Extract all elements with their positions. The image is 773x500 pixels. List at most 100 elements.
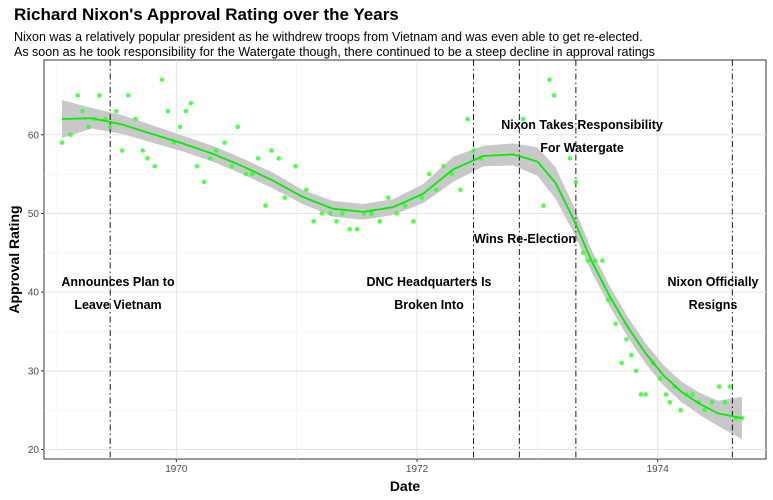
data-point [727,384,733,389]
data-point [97,93,102,98]
data-point [573,179,579,185]
data-point [433,187,439,193]
axis-ticks: 20 30 40 50 60 1970 1972 1974 [28,130,669,475]
data-point [520,116,526,122]
data-point [551,93,557,98]
data-point [402,203,408,208]
y-tick-label: 20 [28,445,40,456]
data-point [709,400,715,405]
data-point [328,211,333,216]
data-point [311,219,316,224]
data-point [80,108,85,114]
data-point [177,124,183,130]
data-point [213,148,219,153]
data-point [667,400,673,405]
data-point [165,108,171,114]
data-point [276,156,281,161]
y-tick-label: 60 [28,130,40,141]
data-point [369,211,374,216]
data-point [269,148,274,153]
data-point [125,93,131,98]
data-point [255,156,261,161]
event-annotation: Broken Into [394,298,464,312]
data-point [235,124,241,130]
data-point [140,148,145,153]
data-point [188,100,194,106]
data-point [133,116,138,122]
data-point [657,376,663,382]
chart-subtitle: Nixon was a relatively popular president… [14,30,655,60]
data-point [638,392,644,397]
data-point [229,163,235,169]
confidence-ribbon [62,100,742,440]
data-point [152,163,158,169]
data-point [633,368,639,374]
data-point [465,116,470,122]
data-point [585,258,591,263]
data-point [471,148,476,153]
data-point [68,132,73,138]
data-point [628,352,634,358]
event-annotation: For Watergate [540,141,624,155]
event-annotations: Announces Plan to Leave Vietnam DNC Headqu… [61,118,758,312]
x-tick-label: 1972 [406,464,429,475]
data-point [347,226,352,232]
data-point [449,171,455,177]
data-point [159,77,165,82]
data-point [619,360,624,366]
y-tick-label: 40 [28,288,40,299]
subtitle-line: Nixon was a relatively popular president… [14,30,643,44]
data-point [183,108,189,114]
data-point [243,171,249,177]
data-point [282,195,287,201]
data-point [690,392,695,397]
data-point [59,140,65,145]
x-axis-title: Date [390,478,421,494]
confidence-band [62,100,742,440]
data-point [411,219,416,224]
data-point [249,171,255,177]
x-tick-label: 1970 [165,464,188,475]
data-point [739,415,745,421]
smooth-curve [61,117,743,419]
data-point [606,297,611,303]
data-point [207,156,213,161]
event-annotation: Leave Vietnam [74,298,161,312]
data-point [113,108,119,114]
data-point [624,337,629,342]
data-point [426,171,432,177]
data-point [119,148,125,153]
event-lines [109,60,733,459]
data-point [304,187,309,193]
data-point [340,211,345,216]
event-annotation: Nixon Officially [668,275,759,289]
data-point [716,384,722,389]
y-tick-label: 50 [28,209,40,220]
data-point [613,321,618,326]
event-annotation: Nixon Takes Responsibility [501,118,663,132]
data-point [145,156,150,161]
data-point [722,400,728,405]
event-annotation: Resigns [689,298,738,312]
data-point [86,124,91,130]
event-annotation: Wins Re-Election [474,232,576,246]
data-point [541,203,546,208]
data-point [194,163,200,169]
data-point [567,156,573,161]
data-point [580,250,586,256]
data-point [201,179,207,185]
data-point [678,407,683,413]
data-point [600,258,605,263]
subtitle-line: As soon as he took responsibility for th… [14,45,655,59]
event-annotation: DNC Headquarters Is [366,275,491,289]
data-point [354,226,360,232]
data-point [75,93,80,98]
data-point [107,124,113,130]
data-point [592,258,598,263]
grid-lines [44,60,766,459]
data-point [222,140,227,145]
data-point [458,187,463,193]
data-point [663,392,669,397]
data-points [59,77,745,421]
